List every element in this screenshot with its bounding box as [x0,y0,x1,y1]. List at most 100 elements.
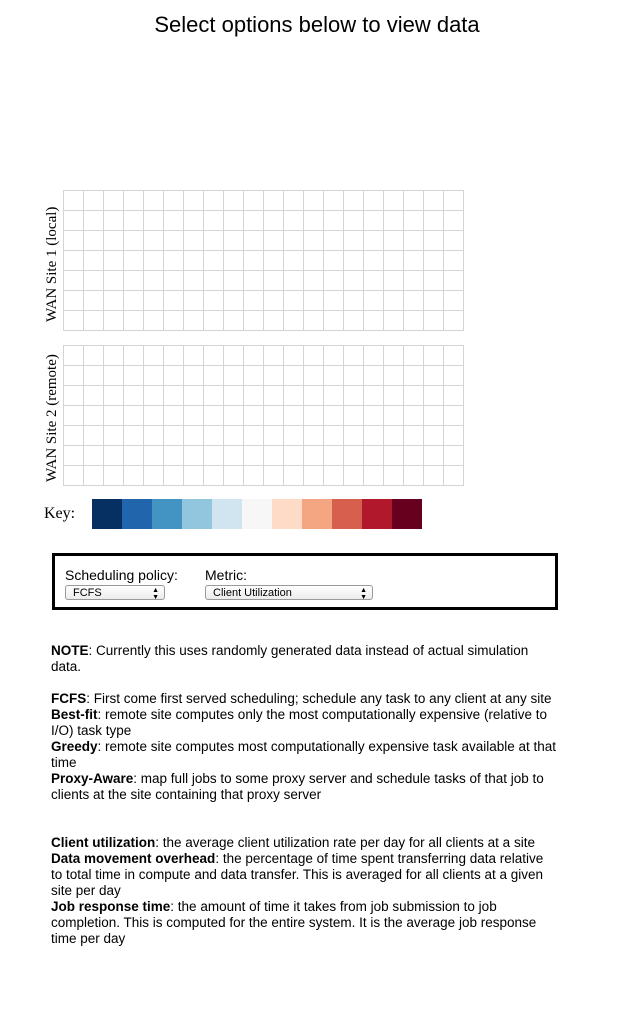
grid-cell [83,365,104,386]
grid-cell [443,445,464,466]
grid-cell [223,290,244,311]
grid-cell [363,345,384,366]
grid-cell [383,445,404,466]
grid-cell [403,310,424,331]
grid-cell [283,345,304,366]
grid-cell [63,425,84,446]
grid-cell [143,445,164,466]
grid-cell [103,365,124,386]
grid-cell [103,445,124,466]
grid-cell [363,250,384,271]
grid-cell [163,465,184,486]
grid-cell [363,310,384,331]
grid-cell [243,385,264,406]
grid-cell [183,445,204,466]
grid-cell [163,425,184,446]
grid-cell [123,210,144,231]
policy-text: : First come first served scheduling; sc… [86,691,552,706]
grid-cell [383,230,404,251]
grid-cell [183,190,204,211]
grid-cell [183,385,204,406]
grid-cell [383,365,404,386]
metric-def-response: Job response time: the amount of time it… [51,899,556,947]
grid-cell [203,345,224,366]
grid-cell [283,190,304,211]
grid-cell [383,310,404,331]
grid-cell [203,190,224,211]
grid-cell [423,310,444,331]
grid-cell [243,270,264,291]
grid-cell [423,465,444,486]
grid-cell [143,290,164,311]
grid-cell [323,210,344,231]
grid-cell [163,270,184,291]
note-term: NOTE [51,643,89,658]
grid-cell [343,365,364,386]
grid-cell [423,445,444,466]
grid-cell [143,270,164,291]
grid-cell [383,385,404,406]
grid-cell [203,465,224,486]
grid-cell [223,310,244,331]
grid-cell [343,310,364,331]
grid-cell [63,190,84,211]
metric-term: Client utilization [51,835,156,850]
grid-cell [303,345,324,366]
grid-cell [383,270,404,291]
grid-cell [143,230,164,251]
grid-cell [143,365,164,386]
note-paragraph: NOTE: Currently this uses randomly gener… [51,643,556,675]
grid-cell [363,365,384,386]
grid-cell [423,405,444,426]
grid-cell [363,190,384,211]
grid-cell [343,425,364,446]
grid-cell [423,425,444,446]
key-swatch [302,499,332,529]
grid-cell [83,465,104,486]
grid-cell [303,190,324,211]
grid-cell [343,345,364,366]
policy-select[interactable]: FCFS ▲ ▼ [65,585,165,601]
grid-cell [403,385,424,406]
grid-cell [63,405,84,426]
grid-cell [143,190,164,211]
grid-cell [263,290,284,311]
grid-cell [63,290,84,311]
grid-cell [443,425,464,446]
grid-cell [123,465,144,486]
grid-cell [163,385,184,406]
grid-cell [203,385,224,406]
grid-cell [363,230,384,251]
grid-cell [123,425,144,446]
grid-cell [83,445,104,466]
grid-cell [183,345,204,366]
grid-cell [223,465,244,486]
grid-cell [283,465,304,486]
grid-cell [323,345,344,366]
grid-cell [123,445,144,466]
note-text: : Currently this uses randomly generated… [51,643,529,674]
grid-cell [243,425,264,446]
grid-cell [243,230,264,251]
site-2-label: WAN Site 2 (remote) [44,354,60,482]
grid-cell [223,210,244,231]
key-swatch [242,499,272,529]
grid-cell [203,445,224,466]
grid-cell [383,250,404,271]
grid-cell [163,290,184,311]
grid-cell [383,425,404,446]
grid-cell [83,345,104,366]
grid-cell [423,250,444,271]
policy-term: Greedy [51,739,98,754]
metric-select[interactable]: Client Utilization ▲ ▼ [205,585,373,601]
grid-cell [343,445,364,466]
grid-cell [243,190,264,211]
grid-cell [123,270,144,291]
grid-cell [163,190,184,211]
grid-cell [343,250,364,271]
grid-cell [243,310,264,331]
grid-cell [103,270,124,291]
grid-cell [403,345,424,366]
grid-cell [243,445,264,466]
grid-cell [203,310,224,331]
